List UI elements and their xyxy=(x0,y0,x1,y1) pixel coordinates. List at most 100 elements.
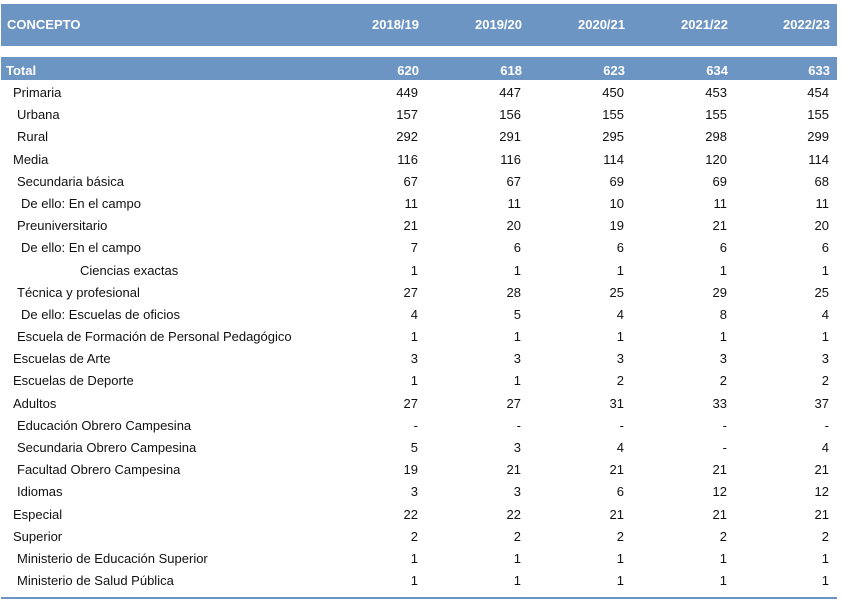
header-year-1: 2018/19 xyxy=(372,17,419,32)
row-label: Facultad Obrero Campesina xyxy=(17,462,181,478)
row-value: 114 xyxy=(603,151,624,167)
row-value: 6 xyxy=(616,484,624,500)
row-value: 1 xyxy=(719,329,727,345)
row-value: 1 xyxy=(410,262,418,278)
table-row: De ello: Escuelas de oficios 4 5 4 8 4 xyxy=(0,303,843,325)
table-row: Escuela de Formación de Personal Pedagóg… xyxy=(0,325,843,347)
row-value: 116 xyxy=(397,151,418,167)
row-value: 11 xyxy=(815,195,830,211)
row-value: 292 xyxy=(396,129,418,145)
total-value-3: 623 xyxy=(603,63,625,78)
row-value: 25 xyxy=(609,284,624,300)
row-label: Preuniversitario xyxy=(17,218,108,234)
row-value: 12 xyxy=(814,484,829,500)
row-value: 5 xyxy=(513,306,521,322)
row-value: 1 xyxy=(513,262,521,278)
row-value: - xyxy=(516,417,521,433)
row-value: 3 xyxy=(719,351,727,367)
row-value: 22 xyxy=(506,506,521,522)
row-value: 4 xyxy=(616,306,624,322)
row-value: 2 xyxy=(821,373,829,389)
table-row: Superior 2 2 2 2 2 xyxy=(0,525,843,547)
row-value: 447 xyxy=(499,85,521,100)
table-row: Técnica y profesional 27 28 25 29 25 xyxy=(0,281,843,303)
table-row: Urbana 157 156 155 155 155 xyxy=(0,103,843,125)
row-value: 2 xyxy=(821,528,829,544)
row-value: 3 xyxy=(513,440,521,455)
row-value: 27 xyxy=(506,395,521,411)
row-value: 1 xyxy=(513,329,521,345)
row-label: Ministerio de Salud Pública xyxy=(17,573,174,589)
row-value: 21 xyxy=(609,506,624,522)
table-row: Escuelas de Arte 3 3 3 3 3 xyxy=(0,347,843,369)
row-value: 69 xyxy=(712,173,727,189)
row-label: Escuelas de Deporte xyxy=(13,373,134,389)
row-value: 1 xyxy=(616,329,624,345)
row-value: 2 xyxy=(719,528,727,544)
row-value: 4 xyxy=(821,440,829,455)
row-value: 11 xyxy=(507,195,522,211)
row-value: 449 xyxy=(396,85,418,100)
row-value: 31 xyxy=(609,395,624,411)
row-value: 453 xyxy=(705,85,727,100)
row-label: Educación Obrero Campesina xyxy=(17,417,192,433)
table-row: Facultad Obrero Campesina 19 21 21 21 21 xyxy=(0,458,843,480)
row-value: 3 xyxy=(513,484,521,500)
total-value-4: 634 xyxy=(706,63,728,78)
row-label: Urbana xyxy=(17,107,60,123)
row-value: - xyxy=(722,417,727,433)
table-row: Adultos 27 27 31 33 37 xyxy=(0,392,843,414)
total-label: Total xyxy=(6,63,37,78)
table-row: Secundaria básica 67 67 69 69 68 xyxy=(0,170,843,192)
row-value: - xyxy=(722,440,727,455)
header-concept: CONCEPTO xyxy=(7,17,81,32)
row-value: 1 xyxy=(410,550,418,566)
header-year-5: 2022/23 xyxy=(783,17,830,32)
row-value: 21 xyxy=(712,218,727,234)
row-value: 155 xyxy=(807,107,829,123)
row-value: 37 xyxy=(814,395,829,411)
row-value: 299 xyxy=(807,129,829,145)
row-label: Idiomas xyxy=(17,484,63,500)
row-value: 1 xyxy=(719,262,727,278)
table-body: Primaria 449 447 450 453 454 Urbana 157 156 155 15… xyxy=(0,81,843,591)
row-value: 1 xyxy=(821,550,829,566)
row-value: 3 xyxy=(616,351,624,367)
row-value: 11 xyxy=(713,195,728,211)
row-label: De ello: En el campo xyxy=(21,240,141,256)
row-value: 155 xyxy=(705,107,727,123)
row-value: 28 xyxy=(506,284,521,300)
table-header: CONCEPTO 2018/19 2019/20 2020/21 2021/22… xyxy=(1,4,837,46)
table-row: Idiomas 3 3 6 12 12 xyxy=(0,480,843,502)
row-label: Superior xyxy=(13,528,63,544)
row-value: 291 xyxy=(499,129,521,145)
row-value: 1 xyxy=(410,573,418,589)
table-row: Ciencias exactas 1 1 1 1 1 xyxy=(0,259,843,281)
row-value: 120 xyxy=(705,151,727,167)
row-value: 1 xyxy=(410,329,418,345)
total-value-2: 618 xyxy=(500,63,522,78)
table-row: Secundaria Obrero Campesina 5 3 4 - 4 xyxy=(0,436,843,458)
table-row: Primaria 449 447 450 453 454 xyxy=(0,81,843,103)
row-value: 21 xyxy=(609,462,624,478)
row-value: 2 xyxy=(616,528,624,544)
row-label: De ello: Escuelas de oficios xyxy=(21,306,180,322)
row-value: 156 xyxy=(499,107,521,123)
row-value: 22 xyxy=(403,506,418,522)
row-label: Primaria xyxy=(13,85,62,100)
row-value: 33 xyxy=(712,395,727,411)
row-value: - xyxy=(413,417,418,433)
table-row: Media 116 116 114 120 114 xyxy=(0,148,843,170)
row-value: 1 xyxy=(821,573,829,589)
row-value: 25 xyxy=(814,284,829,300)
row-value: 68 xyxy=(814,173,829,189)
row-label: Técnica y profesional xyxy=(17,284,140,300)
row-value: 21 xyxy=(814,462,829,478)
row-value: 4 xyxy=(616,440,624,455)
row-value: 1 xyxy=(821,262,829,278)
row-value: 4 xyxy=(821,306,829,322)
row-value: 2 xyxy=(410,528,418,544)
table-row: De ello: En el campo 7 6 6 6 6 xyxy=(0,236,843,258)
row-label: Especial xyxy=(13,506,63,522)
row-label: Escuelas de Arte xyxy=(13,351,111,367)
